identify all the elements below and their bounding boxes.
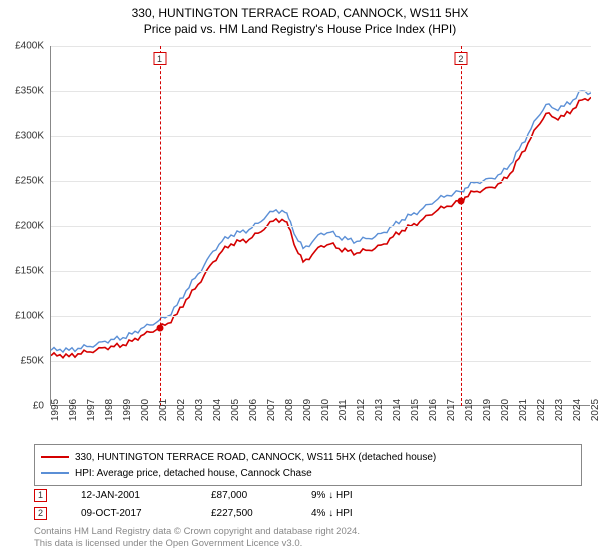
marker-price: £87,000 bbox=[211, 490, 311, 501]
marker-delta: 9% ↓ HPI bbox=[311, 490, 431, 501]
x-axis-label: 2019 bbox=[482, 399, 493, 421]
x-axis-label: 2020 bbox=[500, 399, 511, 421]
x-axis-label: 2004 bbox=[212, 399, 223, 421]
x-axis-label: 2005 bbox=[230, 399, 241, 421]
y-axis-label: £300K bbox=[15, 131, 44, 142]
x-axis-label: 2000 bbox=[140, 399, 151, 421]
legend: 330, HUNTINGTON TERRACE ROAD, CANNOCK, W… bbox=[34, 444, 582, 486]
footer-attribution: Contains HM Land Registry data © Crown c… bbox=[34, 526, 360, 551]
series-line-hpi bbox=[51, 91, 591, 352]
marker-delta: 4% ↓ HPI bbox=[311, 508, 431, 519]
y-axis-label: £200K bbox=[15, 221, 44, 232]
x-axis-label: 2008 bbox=[284, 399, 295, 421]
x-axis-label: 2007 bbox=[266, 399, 277, 421]
x-axis-label: 2010 bbox=[320, 399, 331, 421]
x-axis-label: 2003 bbox=[194, 399, 205, 421]
grid-line bbox=[51, 316, 591, 317]
y-axis-label: £0 bbox=[33, 401, 44, 412]
marker-date: 09-OCT-2017 bbox=[81, 508, 211, 519]
x-axis-label: 2023 bbox=[554, 399, 565, 421]
y-axis-label: £100K bbox=[15, 311, 44, 322]
grid-line bbox=[51, 271, 591, 272]
chart-area: 12 £0£50K£100K£150K£200K£250K£300K£350K£… bbox=[50, 46, 590, 426]
legend-swatch bbox=[41, 456, 69, 458]
x-axis-label: 2001 bbox=[158, 399, 169, 421]
marker-row: 1 12-JAN-2001£87,0009% ↓ HPI bbox=[34, 486, 582, 504]
grid-line bbox=[51, 181, 591, 182]
legend-label: 330, HUNTINGTON TERRACE ROAD, CANNOCK, W… bbox=[75, 452, 436, 463]
grid-line bbox=[51, 46, 591, 47]
y-axis-label: £150K bbox=[15, 266, 44, 277]
marker-dot bbox=[156, 324, 163, 331]
marker-dot bbox=[457, 198, 464, 205]
marker-price: £227,500 bbox=[211, 508, 311, 519]
chart-subtitle: Price paid vs. HM Land Registry's House … bbox=[0, 20, 600, 36]
grid-line bbox=[51, 361, 591, 362]
footer-line1: Contains HM Land Registry data © Crown c… bbox=[34, 526, 360, 538]
legend-swatch bbox=[41, 472, 69, 474]
y-axis-label: £250K bbox=[15, 176, 44, 187]
x-axis-label: 2015 bbox=[410, 399, 421, 421]
marker-badge: 1 bbox=[153, 52, 166, 65]
y-axis-label: £50K bbox=[21, 356, 44, 367]
grid-line bbox=[51, 226, 591, 227]
x-axis-label: 2013 bbox=[374, 399, 385, 421]
marker-vline bbox=[160, 46, 161, 406]
x-axis-label: 1997 bbox=[86, 399, 97, 421]
x-axis-label: 2011 bbox=[338, 399, 349, 421]
grid-line bbox=[51, 136, 591, 137]
x-axis-label: 2017 bbox=[446, 399, 457, 421]
marker-table: 1 12-JAN-2001£87,0009% ↓ HPI 2 09-OCT-2017£… bbox=[34, 486, 582, 522]
x-axis-label: 1998 bbox=[104, 399, 115, 421]
x-axis-label: 2014 bbox=[392, 399, 403, 421]
plot-region: 12 bbox=[50, 46, 590, 406]
x-axis-label: 2006 bbox=[248, 399, 259, 421]
x-axis-label: 1996 bbox=[68, 399, 79, 421]
chart-title: 330, HUNTINGTON TERRACE ROAD, CANNOCK, W… bbox=[0, 0, 600, 20]
footer-line2: This data is licensed under the Open Gov… bbox=[34, 538, 360, 550]
x-axis-label: 2024 bbox=[572, 399, 583, 421]
x-axis-label: 2016 bbox=[428, 399, 439, 421]
x-axis-label: 2018 bbox=[464, 399, 475, 421]
marker-vline bbox=[461, 46, 462, 406]
marker-row-badge: 1 bbox=[34, 489, 47, 502]
y-axis-label: £400K bbox=[15, 41, 44, 52]
grid-line bbox=[51, 91, 591, 92]
x-axis-label: 1995 bbox=[50, 399, 61, 421]
legend-label: HPI: Average price, detached house, Cann… bbox=[75, 468, 312, 479]
marker-row-badge: 2 bbox=[34, 507, 47, 520]
legend-row: 330, HUNTINGTON TERRACE ROAD, CANNOCK, W… bbox=[41, 449, 575, 465]
marker-date: 12-JAN-2001 bbox=[81, 490, 211, 501]
x-axis-label: 2021 bbox=[518, 399, 529, 421]
x-axis-label: 2022 bbox=[536, 399, 547, 421]
x-axis-label: 2009 bbox=[302, 399, 313, 421]
y-axis-label: £350K bbox=[15, 86, 44, 97]
x-axis-label: 2002 bbox=[176, 399, 187, 421]
legend-row: HPI: Average price, detached house, Cann… bbox=[41, 465, 575, 481]
x-axis-label: 2025 bbox=[590, 399, 600, 421]
x-axis-label: 2012 bbox=[356, 399, 367, 421]
marker-row: 2 09-OCT-2017£227,5004% ↓ HPI bbox=[34, 504, 582, 522]
x-axis-label: 1999 bbox=[122, 399, 133, 421]
marker-badge: 2 bbox=[454, 52, 467, 65]
